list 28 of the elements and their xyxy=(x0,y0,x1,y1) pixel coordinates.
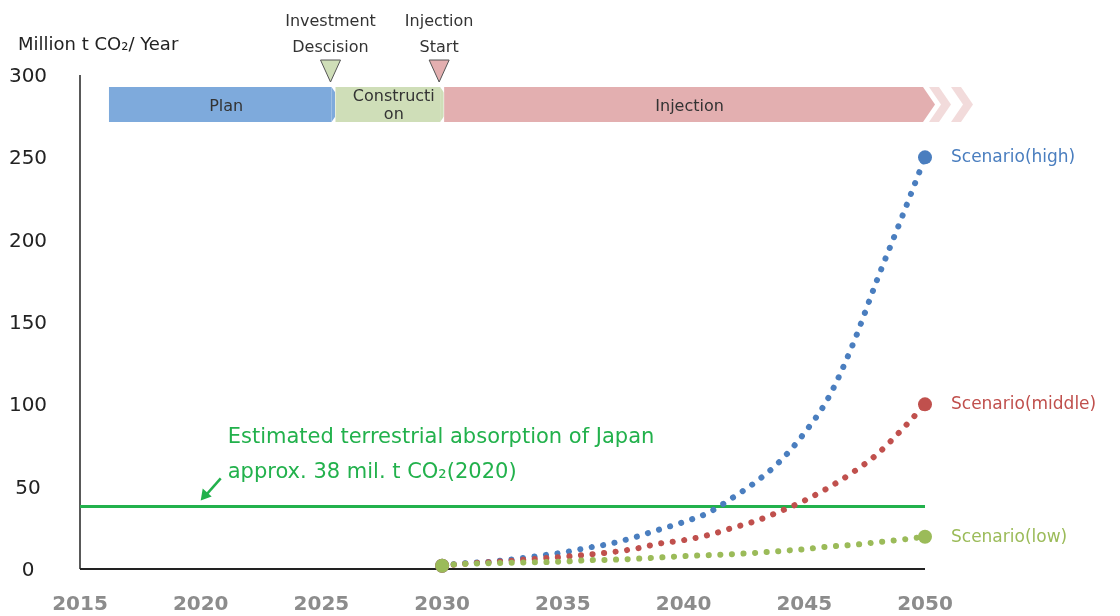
y-tick-label: 50 xyxy=(15,474,41,499)
band-label: Injection xyxy=(655,95,724,115)
band-label: Plan xyxy=(209,95,244,115)
x-tick-label: 2030 xyxy=(414,591,470,615)
y-tick-label: 100 xyxy=(8,392,48,417)
text: Investment Descision xyxy=(285,11,376,56)
point xyxy=(918,150,932,165)
series-label: Scenario(low) xyxy=(951,525,1068,546)
x-tick-label: 2020 xyxy=(172,591,229,615)
point xyxy=(918,397,932,412)
x-tick-label: 2050 xyxy=(897,591,953,615)
point xyxy=(918,529,932,544)
band-label: Construction xyxy=(352,86,435,123)
text: Injection Start xyxy=(404,11,474,56)
y-tick-label: 250 xyxy=(8,145,48,170)
y-axis-title: Million t CO₂/ Year xyxy=(18,33,179,54)
series-label: Scenario(high) xyxy=(951,146,1076,167)
y-tick-label: 200 xyxy=(8,227,48,252)
x-tick-label: 2040 xyxy=(655,591,712,615)
annotation: Estimated terrestrial absorption of Japan approx. 38 mil. t CO₂(2020) xyxy=(227,424,655,484)
y-tick-label: 150 xyxy=(8,310,48,334)
y-tick-label: 300 xyxy=(8,63,48,87)
series-label: Scenario(middle) xyxy=(951,393,1097,414)
x-tick-label: 2035 xyxy=(535,591,591,615)
x-tick-label: 2045 xyxy=(776,591,833,615)
y-tick-label: 0 xyxy=(21,557,35,581)
x-tick-label: 2025 xyxy=(293,591,350,615)
x-tick-label: 2015 xyxy=(52,591,108,615)
